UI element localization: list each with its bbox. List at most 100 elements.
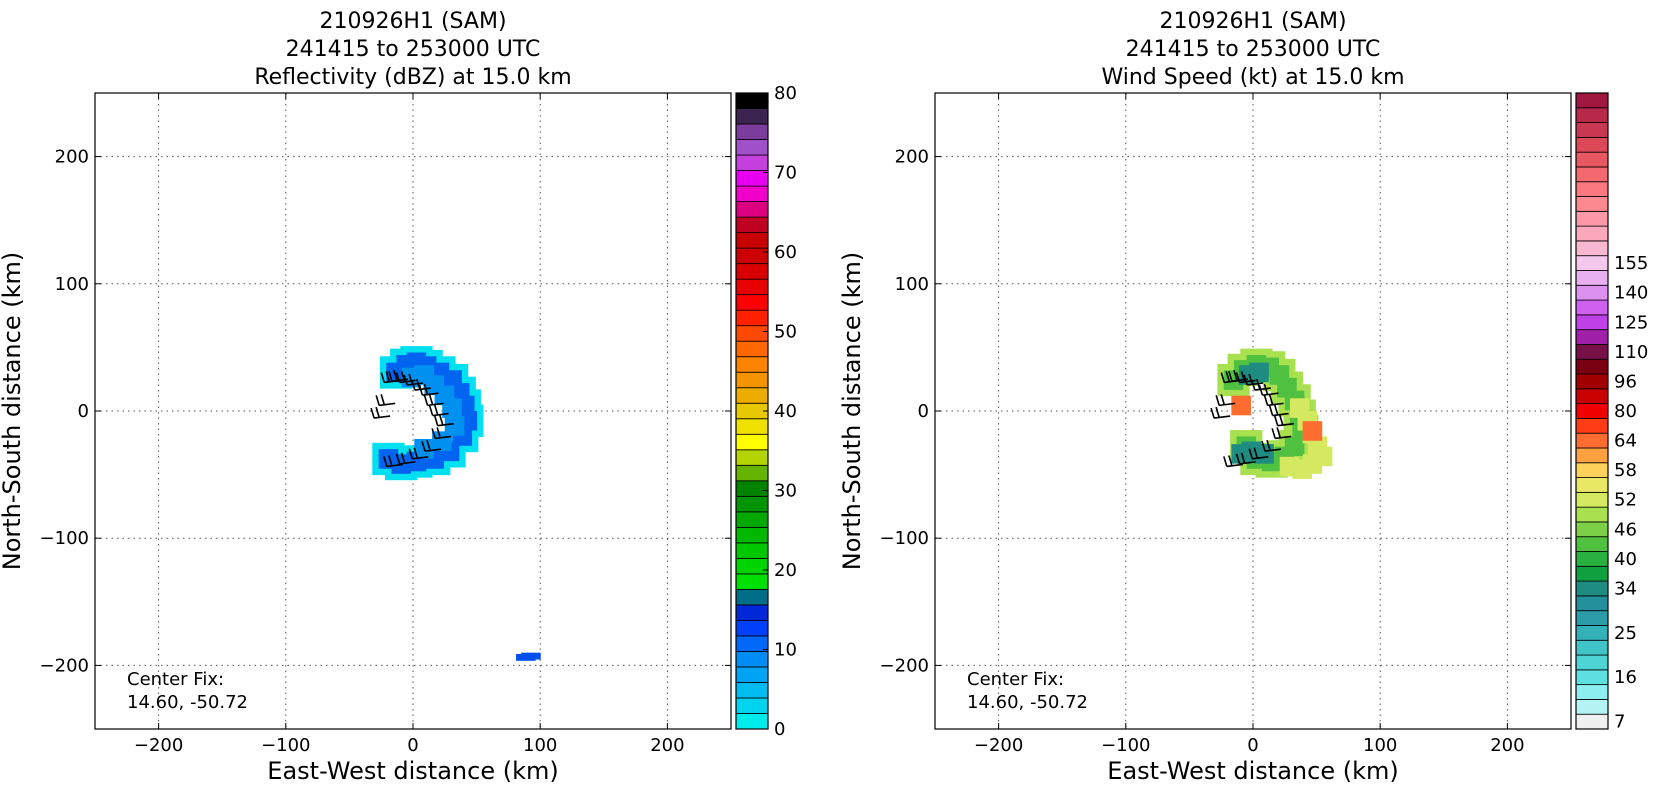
field-cell bbox=[468, 383, 476, 390]
data-cell-inner bbox=[420, 371, 428, 379]
data-cell-core bbox=[1253, 355, 1260, 362]
data-cell-hot bbox=[1302, 433, 1310, 441]
barb-flag bbox=[423, 395, 429, 406]
wind-barb bbox=[1268, 404, 1289, 417]
colorbar-segment bbox=[1575, 565, 1609, 582]
field-cell bbox=[1249, 430, 1257, 437]
barb-shaft bbox=[374, 415, 391, 419]
colorbar-segment bbox=[735, 216, 769, 234]
x-tick-label: 200 bbox=[650, 735, 684, 756]
colorbar-segment bbox=[1575, 284, 1609, 301]
data-cell-teal bbox=[1255, 369, 1263, 376]
data-cell-inner bbox=[454, 404, 462, 412]
barb-flag bbox=[418, 384, 424, 396]
data-cell-outer bbox=[1305, 472, 1313, 479]
field-cell bbox=[476, 411, 484, 418]
data-cell-core bbox=[1233, 366, 1241, 374]
y-tick-label: −100 bbox=[880, 528, 929, 549]
data-cell-inner bbox=[426, 438, 434, 446]
data-cell-core bbox=[396, 367, 404, 375]
colorbar-segment bbox=[1575, 270, 1609, 286]
colorbar-segment bbox=[735, 588, 769, 606]
center-fix-note: 14.60, -50.72 bbox=[967, 692, 1088, 713]
barb-shaft bbox=[1247, 382, 1264, 386]
barb-shaft bbox=[1262, 392, 1279, 396]
field-cell bbox=[1242, 383, 1250, 390]
colorbar-segment bbox=[735, 542, 769, 559]
data-cell-outer bbox=[1319, 446, 1327, 454]
field-cell bbox=[1217, 370, 1225, 378]
field-cell bbox=[1296, 377, 1304, 385]
barb-flag bbox=[1220, 394, 1225, 405]
colorbar-segment bbox=[1575, 373, 1609, 390]
barb-shaft bbox=[437, 422, 454, 427]
colorbar-segment bbox=[1575, 477, 1609, 493]
colorbar-segment bbox=[735, 418, 769, 435]
data-cell-inner bbox=[448, 411, 456, 418]
data-cell-inner bbox=[414, 451, 422, 459]
barb-shaft bbox=[412, 455, 429, 460]
field-cell bbox=[442, 356, 450, 364]
center-fix-note: 14.60, -50.72 bbox=[127, 692, 248, 713]
field-cell bbox=[410, 473, 418, 481]
colorbar-segment bbox=[1575, 388, 1609, 405]
data-cell-core bbox=[1289, 377, 1297, 385]
colorbar-segment bbox=[735, 387, 769, 404]
colorbar-tick-label: 60 bbox=[774, 242, 797, 263]
barb-flag bbox=[1235, 453, 1241, 465]
data-cell-core bbox=[1242, 436, 1250, 444]
field-cell bbox=[1297, 384, 1305, 392]
data-cell-inner bbox=[457, 416, 465, 423]
field-cell bbox=[1217, 376, 1225, 384]
data-cell-core bbox=[413, 464, 420, 472]
colorbar-segment bbox=[1575, 595, 1609, 612]
data-cell-inner bbox=[414, 365, 422, 373]
colorbar-segment bbox=[735, 666, 769, 683]
data-cell-core bbox=[1292, 421, 1300, 429]
data-cell-outer bbox=[1320, 442, 1328, 450]
data-cell-hot bbox=[1308, 421, 1316, 429]
data-cell-core bbox=[452, 454, 460, 462]
colorbar-tick-label: 34 bbox=[1614, 578, 1637, 599]
x-axis-label: East-West distance (km) bbox=[267, 757, 558, 785]
data-cell-core bbox=[1230, 370, 1237, 378]
data-cell-inner bbox=[437, 381, 445, 389]
barb-flag bbox=[380, 372, 386, 383]
field-cell bbox=[1217, 389, 1225, 397]
colorbar-segment bbox=[1575, 122, 1609, 138]
chart-title-line: 210926H1 (SAM) bbox=[319, 9, 506, 34]
field-cell bbox=[1303, 442, 1311, 450]
field-cell bbox=[467, 389, 475, 397]
field-cell bbox=[1233, 353, 1241, 361]
data-cell-outer bbox=[1279, 469, 1287, 477]
data-cell-stray bbox=[533, 652, 541, 660]
data-cell-core bbox=[1274, 464, 1282, 472]
data-cell-core bbox=[1236, 383, 1244, 390]
data-cell-teal bbox=[1249, 369, 1257, 376]
field-cell bbox=[471, 432, 479, 440]
wind-barb bbox=[375, 394, 396, 407]
barb-flag bbox=[1228, 370, 1233, 382]
colorbar-tick-label: 40 bbox=[774, 401, 797, 422]
barb-flag bbox=[423, 383, 429, 395]
data-cell-inner bbox=[451, 416, 459, 423]
data-cell-stray bbox=[516, 653, 523, 661]
colorbar-segment bbox=[735, 371, 769, 389]
data-cell-teal bbox=[1261, 362, 1269, 370]
barb-shaft bbox=[1214, 415, 1231, 419]
colorbar-tick-label: 40 bbox=[1614, 549, 1637, 570]
data-cell-core bbox=[1249, 436, 1257, 444]
data-cell-inner bbox=[434, 385, 442, 393]
data-cell-core bbox=[1284, 390, 1292, 398]
field-cell bbox=[429, 349, 437, 357]
field-cell bbox=[1240, 355, 1248, 362]
chart-title-line: Reflectivity (dBZ) at 15.0 km bbox=[254, 65, 571, 90]
data-cell-inner bbox=[440, 391, 448, 399]
y-tick-label: 100 bbox=[895, 274, 929, 295]
data-cell-teal bbox=[1261, 375, 1269, 383]
x-tick-label: 100 bbox=[523, 735, 557, 756]
barb-flag bbox=[403, 374, 408, 386]
colorbar-segment bbox=[1575, 684, 1609, 700]
data-cell-outer bbox=[1325, 446, 1333, 454]
field-cell bbox=[458, 460, 466, 468]
